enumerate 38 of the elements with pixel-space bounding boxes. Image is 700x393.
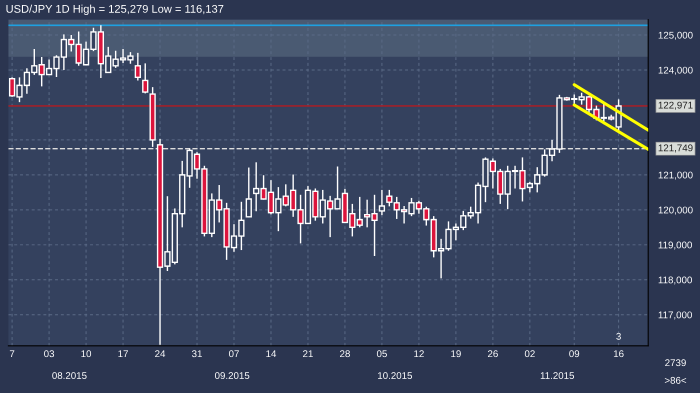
x-tick-label: 12 xyxy=(414,350,424,358)
text: 2739 xyxy=(665,359,686,366)
y-tick-label: 117,000 xyxy=(658,311,692,320)
annotation: 3 xyxy=(616,332,621,340)
candlestick xyxy=(134,52,141,82)
x-tick-label: 03 xyxy=(44,350,54,358)
x-tick-label: 17 xyxy=(118,350,128,358)
x-tick-label: 07 xyxy=(228,350,239,358)
text: 11.2015 xyxy=(540,372,574,380)
text: 08.2015 xyxy=(52,372,87,380)
x-tick-label: 14 xyxy=(266,350,276,358)
x-tick-label: 26 xyxy=(488,350,498,358)
x-tick-label: 21 xyxy=(303,350,313,358)
y-tick-label: 118,000 xyxy=(658,276,692,285)
x-tick-label: 28 xyxy=(340,350,350,358)
candlestick xyxy=(378,189,386,216)
y-tick-label: 120,000 xyxy=(658,206,693,215)
y-tick-label: 121,000 xyxy=(658,172,693,180)
text: 09.2015 xyxy=(214,372,250,380)
ref-line-label: 121,749 xyxy=(658,144,693,152)
ref-line-label: 122,971 xyxy=(658,102,693,110)
y-tick-label: 119,000 xyxy=(658,242,692,250)
candlestick xyxy=(142,62,148,94)
chart-title: USD/JPY 1D High = 125,279 Low = 116,137 xyxy=(6,4,224,16)
candlestick xyxy=(246,166,252,218)
x-tick-label: 05 xyxy=(376,350,387,358)
x-tick-label: 31 xyxy=(192,350,202,358)
text: >86< xyxy=(664,376,686,384)
x-tick-label: 16 xyxy=(614,350,624,358)
x-tick-label: 10 xyxy=(81,350,92,358)
y-tick-label: 124,000 xyxy=(658,66,693,75)
x-tick-label: 09 xyxy=(569,350,580,358)
x-tick-label: 19 xyxy=(451,350,461,358)
text: 10.2015 xyxy=(378,372,412,380)
y-tick-label: 125,000 xyxy=(658,32,693,40)
x-tick-label: 7 xyxy=(10,350,14,358)
x-tick-label: 02 xyxy=(524,350,535,358)
x-tick-label: 24 xyxy=(155,350,166,358)
